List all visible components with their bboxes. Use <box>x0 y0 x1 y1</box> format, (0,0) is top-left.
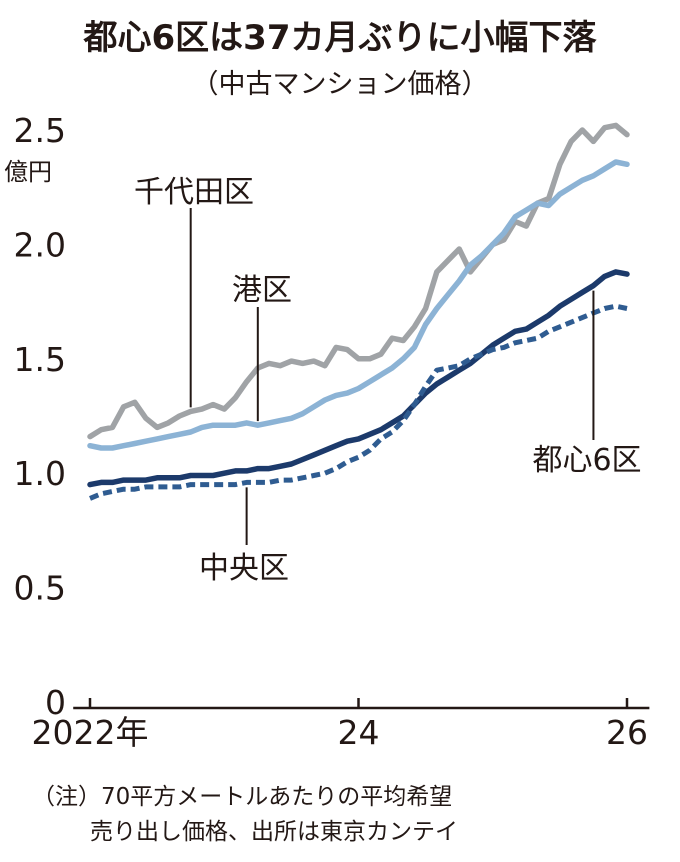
chart-title: 都心6区は37カ月ぶりに小幅下落 <box>83 18 597 58</box>
y-tick-label: 0.5 <box>14 569 66 608</box>
series-line-2 <box>87 159 630 451</box>
y-tick-label: 1.0 <box>14 454 66 493</box>
series-annotation-label: 港区 <box>232 273 292 308</box>
footnote-line-2: 売り出し価格、出所は東京カンテイ <box>90 819 458 845</box>
y-tick-label: 2.0 <box>14 225 66 264</box>
series-line-4 <box>89 303 628 501</box>
x-tick-label: 2022年 <box>32 713 149 752</box>
series-layer <box>87 122 630 501</box>
x-axis-ticks: 2022年 24 26 <box>32 698 648 752</box>
chart-subtitle: （中古マンション価格） <box>191 69 489 100</box>
y-tick-label: 0 <box>45 683 66 722</box>
y-tick-label: 1.5 <box>14 340 66 379</box>
y-tick-label: 2.5 <box>14 111 66 150</box>
x-tick-label: 24 <box>338 713 380 752</box>
footnote-line-1: （注）70平方メートルあたりの平均希望 <box>32 784 453 810</box>
series-annotation-label: 千代田区 <box>134 175 254 210</box>
series-line-3 <box>87 269 630 488</box>
x-tick-label: 26 <box>606 713 648 752</box>
y-axis-ticks: 0 0.5 1.0 1.5 2.0 2.5 <box>14 111 66 722</box>
y-axis-label: 億円 <box>4 158 52 186</box>
series-annotation-label: 都心6区 <box>532 443 641 478</box>
series-annotation-label: 中央区 <box>199 551 289 586</box>
